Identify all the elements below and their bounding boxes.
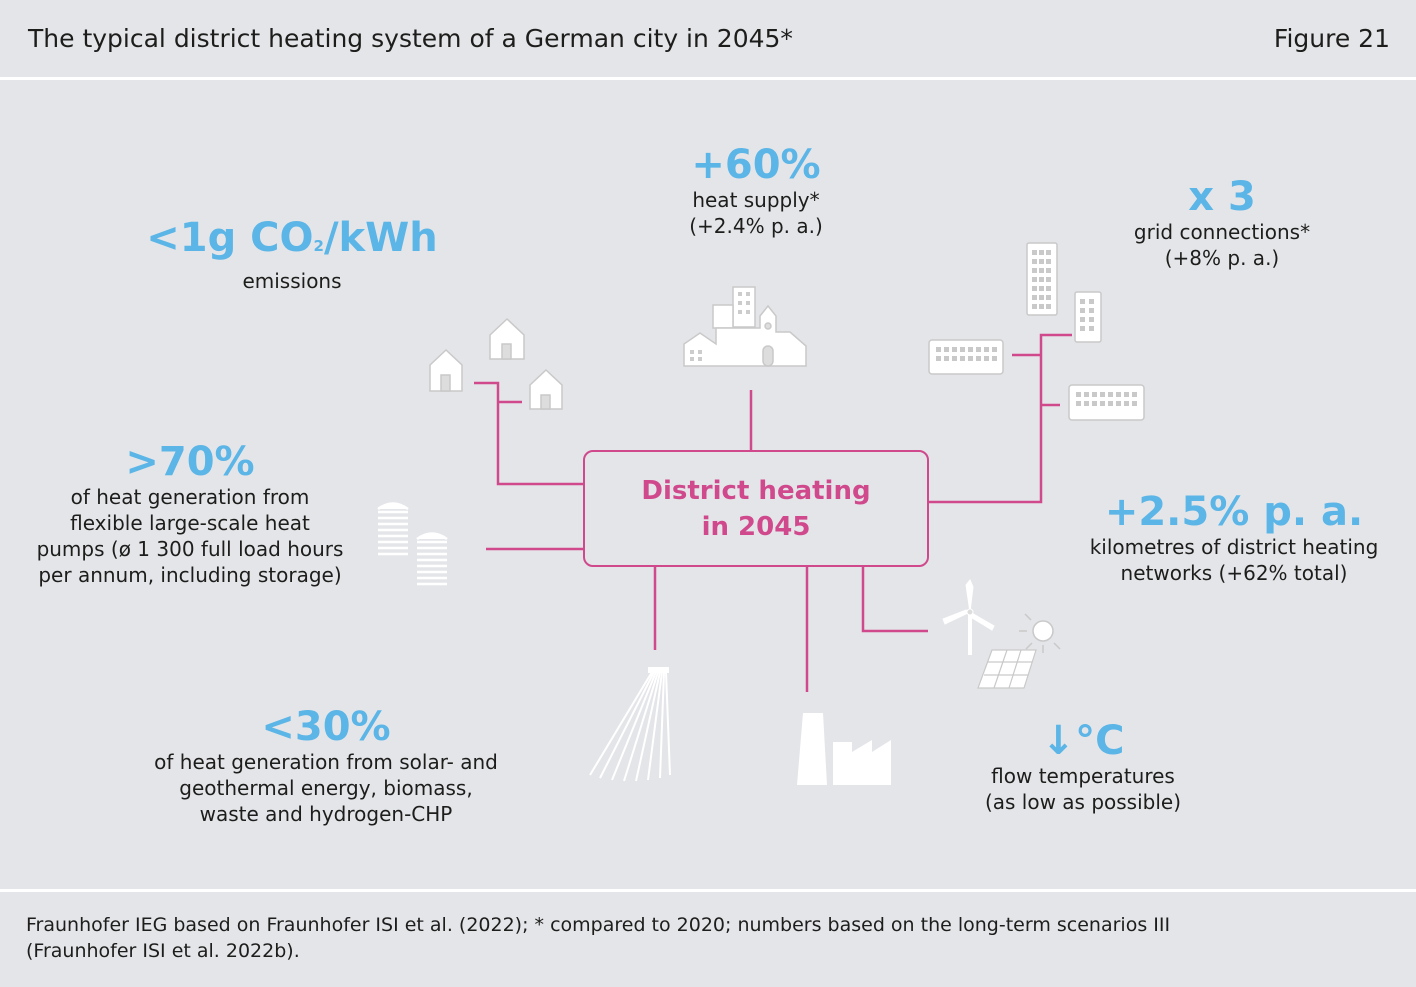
- source-note: Fraunhofer IEG based on Fraunhofer ISI e…: [26, 912, 1326, 964]
- industry-chp-icon: [797, 713, 891, 785]
- house-icon: [529, 368, 563, 410]
- figure-title: The typical district heating system of a…: [28, 24, 793, 53]
- temperature-value: ↓°C: [1041, 718, 1125, 764]
- wide-building-icon: [928, 339, 1004, 375]
- source-line-2: (Fraunhofer ISI et al. 2022b).: [26, 940, 300, 962]
- heat-supply-value: +60%: [691, 142, 821, 188]
- renewables-desc-1: of heat generation from solar- and: [154, 750, 498, 774]
- house-icon: [489, 317, 525, 360]
- heat-pumps-desc-3: pumps (ø 1 300 full load hours: [36, 537, 344, 561]
- grid-connections-value: x 3: [1188, 174, 1256, 220]
- small-tower-icon: [1074, 291, 1102, 343]
- footer-divider: [0, 889, 1416, 892]
- renewables-desc-3: waste and hydrogen-CHP: [199, 802, 453, 826]
- town-icon: [683, 286, 807, 367]
- heat-pumps-stat: >70% of heat generation from flexible la…: [20, 440, 360, 588]
- tower-building-icon: [1026, 242, 1058, 316]
- network-value: +2.5% p. a.: [1104, 489, 1364, 535]
- temperature-desc-2: (as low as possible): [984, 790, 1182, 814]
- connector-lines: [474, 333, 1072, 692]
- heat-pumps-value: >70%: [125, 439, 255, 485]
- heat-pumps-desc-4: per annum, including storage): [38, 563, 342, 587]
- source-line-1: Fraunhofer IEG based on Fraunhofer ISI e…: [26, 914, 1171, 936]
- header: The typical district heating system of a…: [0, 0, 1416, 78]
- wind-turbine-icon: [942, 579, 995, 655]
- heat-pumps-desc-2: flexible large-scale heat: [70, 511, 310, 535]
- emissions-stat: <1g CO2/kWh emissions: [142, 216, 442, 294]
- renewables-desc-2: geothermal energy, biomass,: [179, 776, 473, 800]
- heat-storage-tank-icon: [416, 532, 448, 586]
- sun-icon: [1019, 613, 1061, 653]
- town-windows: [690, 292, 750, 361]
- heat-storage-tank-icon: [377, 502, 409, 556]
- heat-supply-desc: heat supply*: [692, 188, 820, 212]
- renewables-stat: <30% of heat generation from solar- and …: [136, 705, 516, 827]
- grid-connections-desc: grid connections*: [1133, 220, 1311, 244]
- network-stat: +2.5% p. a. kilometres of district heati…: [1074, 490, 1394, 586]
- header-divider: [0, 77, 1416, 80]
- district-heating-label: District heating in 2045: [641, 475, 871, 542]
- geothermal-icon: [589, 667, 671, 782]
- figure-number: Figure 21: [1273, 24, 1390, 53]
- connector-houses: [474, 381, 583, 486]
- grid-connections-stat: x 3 grid connections* (+8% p. a.): [1072, 175, 1372, 271]
- renewables-value: <30%: [261, 704, 391, 750]
- temperature-stat: ↓°C flow temperatures (as low as possibl…: [953, 719, 1213, 815]
- connector-renewables: [861, 567, 928, 633]
- heat-supply-rate: (+2.4% p. a.): [689, 214, 823, 238]
- emissions-desc: emissions: [242, 269, 342, 293]
- low-building-icon: [1068, 384, 1145, 421]
- heat-supply-stat: +60% heat supply* (+2.4% p. a.): [606, 143, 906, 239]
- grid-connections-rate: (+8% p. a.): [1164, 246, 1280, 270]
- emissions-value: <1g CO2/kWh: [146, 215, 438, 261]
- temperature-desc-1: flow temperatures: [991, 764, 1175, 788]
- network-desc-2: networks (+62% total): [1120, 561, 1348, 585]
- house-icon: [429, 348, 463, 392]
- network-desc-1: kilometres of district heating: [1089, 535, 1379, 559]
- heat-pumps-desc-1: of heat generation from: [70, 485, 310, 509]
- connector-buildings: [929, 333, 1072, 504]
- district-heating-box: District heating in 2045: [583, 450, 929, 567]
- solar-panel-icon: [977, 649, 1037, 689]
